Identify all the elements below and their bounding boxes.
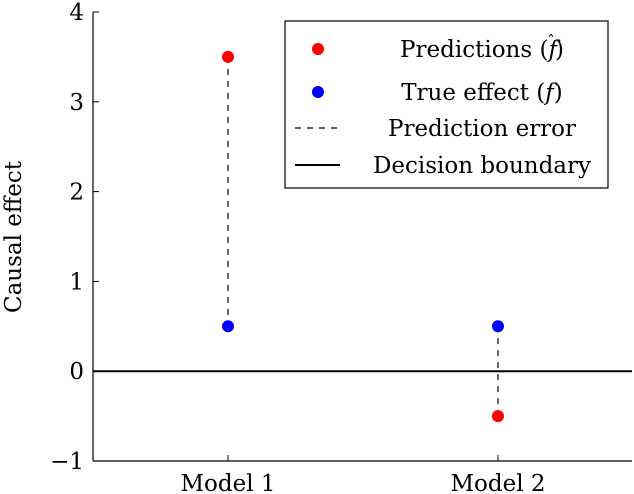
legend-predictions-fhat: f (546, 37, 560, 63)
legend-box (284, 20, 609, 189)
x-tick-label: Model 2 (450, 471, 545, 494)
tick-labels: −1 0 1 2 3 4 Model 1 Model 2 (50, 0, 545, 494)
y-tick-label: 0 (69, 359, 84, 385)
true-effect-point (222, 320, 234, 333)
legend-label-predictions: Predictions (fˆ) (400, 32, 564, 63)
legend-predictions-close: ) (555, 37, 564, 63)
data-points (222, 50, 504, 423)
y-axis-title: Causal effect (1, 160, 27, 313)
axes (92, 11, 632, 462)
legend-predictions-hat: ˆ (547, 32, 555, 51)
y-tick-label: 2 (69, 180, 84, 206)
legend-marker-predictions (312, 43, 324, 55)
legend-true-effect-close: ) (554, 80, 563, 106)
prediction-error-lines (227, 56, 499, 417)
true-effect-point (492, 320, 504, 333)
legend-true-effect-word: True effect ( (401, 80, 545, 106)
legend-marker-true-effect (312, 86, 324, 98)
legend-predictions-word: Predictions ( (400, 37, 548, 63)
y-tick-label: 1 (69, 269, 84, 295)
x-tick-label: Model 1 (180, 471, 275, 494)
y-tick-label: 4 (69, 0, 84, 26)
legend-true-effect-f: f (543, 80, 557, 106)
y-tick-label: −1 (50, 449, 84, 475)
legend-label-decision-boundary: Decision boundary (373, 153, 591, 179)
prediction-point (222, 50, 234, 63)
prediction-point (492, 410, 504, 423)
legend-label-true-effect: True effect (f) (401, 80, 563, 106)
legend: Predictions (fˆ) True effect (f) Predict… (284, 20, 609, 189)
y-tick-label: 3 (69, 90, 84, 116)
legend-label-prediction-error: Prediction error (388, 116, 576, 142)
